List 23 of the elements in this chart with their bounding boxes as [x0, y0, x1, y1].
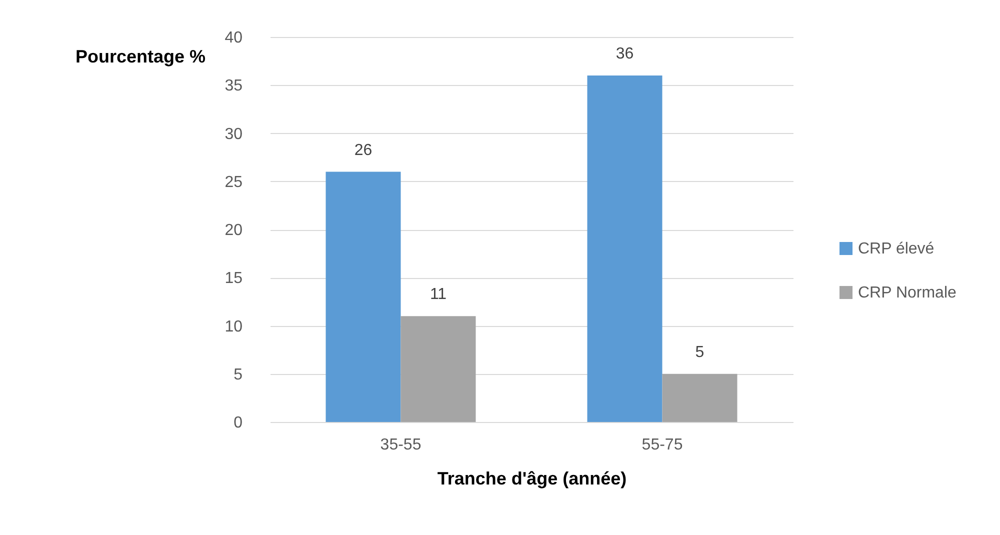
legend-label: CRP Normale	[858, 284, 956, 302]
y-tick-label: 30	[224, 126, 243, 143]
x-tick-label: 55-75	[642, 436, 683, 454]
y-tick-label: 10	[224, 318, 243, 336]
y-tick-label: 5	[234, 366, 243, 384]
data-label: 26	[354, 142, 372, 159]
y-tick-label: 15	[224, 270, 243, 288]
x-tick-label: 35-55	[380, 436, 422, 454]
y-tick-label: 0	[234, 414, 243, 432]
data-label: 36	[616, 46, 634, 62]
data-label: 5	[695, 344, 704, 361]
x-axis-title: Tranche d'âge (année)	[437, 468, 627, 488]
y-tick-label: 40	[224, 30, 243, 46]
y-tick-label: 20	[224, 222, 243, 239]
bar	[326, 172, 401, 422]
y-tick-label: 35	[224, 78, 243, 95]
bar	[400, 316, 476, 422]
bar	[587, 76, 662, 422]
y-axis-title: Pourcentage %	[75, 46, 206, 66]
y-tick-label: 25	[224, 174, 243, 191]
legend-label: CRP élevé	[858, 240, 934, 258]
data-label: 11	[430, 286, 447, 304]
bar	[662, 374, 738, 422]
